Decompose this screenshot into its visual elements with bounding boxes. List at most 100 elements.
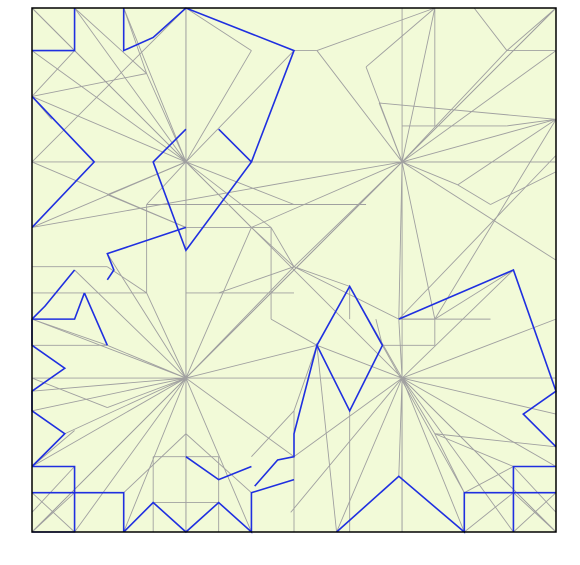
- valley-fold-7: [32, 292, 86, 320]
- aux-crease-66: [434, 433, 557, 448]
- valley-fold-15: [512, 465, 556, 532]
- aux-crease-43: [293, 161, 403, 268]
- aux-crease-11: [31, 377, 187, 467]
- aux-crease-106: [31, 466, 75, 513]
- aux-crease-62: [316, 344, 403, 379]
- auxiliary-crease-layer: [31, 7, 557, 533]
- aux-crease-65: [401, 377, 436, 434]
- aux-crease-94: [185, 161, 272, 228]
- aux-crease-67: [434, 433, 514, 467]
- aux-crease-59: [398, 319, 403, 379]
- aux-crease-89: [146, 161, 187, 205]
- aux-crease-150: [506, 118, 557, 127]
- aux-crease-17: [185, 344, 318, 379]
- aux-crease-79: [218, 266, 295, 294]
- aux-crease-93: [185, 161, 295, 205]
- aux-crease-25: [123, 7, 187, 163]
- aux-crease-24: [74, 7, 187, 163]
- aux-crease-126: [513, 492, 557, 533]
- aux-crease-69: [290, 377, 403, 513]
- aux-crease-47: [401, 161, 436, 320]
- aux-crease-97: [31, 50, 75, 97]
- aux-crease-85: [251, 227, 295, 268]
- aux-crease-8: [31, 161, 403, 228]
- aux-crease-31: [74, 7, 147, 74]
- aux-crease-33: [123, 7, 148, 74]
- valley-fold-4: [106, 226, 187, 281]
- aux-crease-21: [106, 253, 187, 379]
- aux-crease-149: [316, 7, 435, 51]
- aux-crease-104: [64, 377, 187, 435]
- aux-crease-141: [185, 7, 252, 51]
- aux-crease-68: [293, 377, 403, 458]
- aux-crease-145: [473, 7, 508, 51]
- valley-fold-6: [83, 292, 109, 346]
- aux-crease-58: [336, 377, 403, 533]
- aux-crease-48: [457, 184, 491, 205]
- aux-crease-83: [293, 266, 350, 287]
- paper-border: [31, 7, 557, 533]
- aux-crease-19: [185, 227, 252, 379]
- valley-fold-13: [185, 456, 252, 481]
- aux-crease-123: [434, 433, 465, 493]
- aux-crease-44: [251, 161, 403, 228]
- valley-fold-11: [32, 491, 125, 532]
- aux-crease-127: [513, 466, 557, 513]
- aux-crease-103: [107, 377, 187, 408]
- aux-crease-15: [185, 377, 252, 533]
- aux-crease-116: [293, 345, 318, 411]
- aux-crease-99: [107, 344, 187, 379]
- aux-crease-73: [146, 292, 187, 379]
- aux-crease-22: [74, 269, 187, 379]
- valley-fold-8: [254, 284, 384, 487]
- aux-crease-56: [401, 377, 465, 533]
- aux-crease-39: [401, 161, 557, 261]
- aux-crease-140: [375, 319, 383, 346]
- aux-crease-16: [185, 377, 295, 458]
- aux-crease-51: [434, 119, 557, 320]
- aux-crease-9: [31, 318, 187, 379]
- aux-crease-114: [185, 433, 252, 494]
- aux-crease-92: [185, 161, 252, 228]
- aux-crease-64: [401, 377, 557, 415]
- aux-crease-10: [31, 377, 187, 412]
- aux-crease-49: [457, 118, 557, 186]
- aux-crease-86: [31, 7, 187, 163]
- aux-crease-28: [185, 50, 295, 163]
- aux-crease-50: [398, 155, 557, 320]
- valley-fold-12: [123, 478, 295, 534]
- aux-crease-80: [270, 227, 295, 267]
- aux-crease-113: [123, 433, 187, 494]
- aux-crease-138: [434, 269, 514, 320]
- aux-crease-32: [31, 73, 147, 97]
- aux-crease-119: [316, 345, 338, 533]
- aux-crease-108: [31, 492, 75, 533]
- aux-crease-128: [464, 492, 514, 533]
- aux-crease-55: [401, 377, 514, 533]
- valley-fold-1: [122, 7, 296, 163]
- aux-crease-12: [74, 377, 187, 533]
- aux-crease-30: [31, 96, 187, 163]
- aux-crease-46: [398, 161, 403, 320]
- aux-crease-53: [401, 377, 557, 467]
- aux-crease-117: [251, 410, 295, 457]
- aux-crease-35: [401, 50, 557, 163]
- aux-crease-54: [401, 377, 557, 533]
- aux-crease-34: [401, 118, 557, 163]
- aux-crease-122: [398, 378, 403, 477]
- aux-crease-40: [401, 161, 458, 186]
- aux-crease-148: [379, 102, 557, 120]
- aux-crease-37: [401, 7, 436, 163]
- aux-crease-27: [185, 50, 252, 163]
- aux-crease-100: [31, 377, 186, 392]
- aux-crease-98: [31, 318, 108, 346]
- aux-crease-124: [464, 466, 514, 494]
- aux-crease-147: [365, 7, 436, 68]
- aux-crease-137: [490, 171, 557, 205]
- aux-crease-7: [185, 7, 557, 379]
- aux-crease-13: [123, 377, 187, 533]
- valley-fold-5: [31, 269, 76, 468]
- aux-crease-18: [185, 266, 295, 379]
